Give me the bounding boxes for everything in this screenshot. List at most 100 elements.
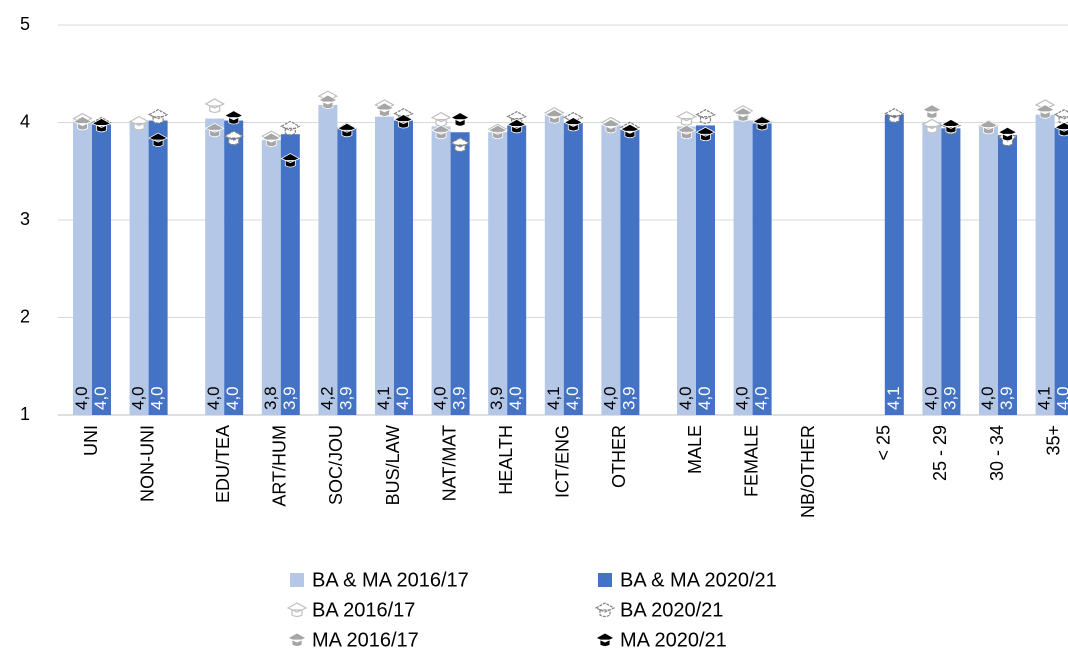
marker xyxy=(676,110,697,126)
bar xyxy=(696,125,715,416)
marker xyxy=(487,124,508,140)
bar xyxy=(620,129,640,415)
x-tick-label: NB/OTHER xyxy=(798,425,818,518)
legend-swatch xyxy=(594,602,616,618)
marker xyxy=(695,108,716,124)
marker xyxy=(72,116,93,131)
value-label: 4,1 xyxy=(884,386,903,410)
legend-swatch xyxy=(286,602,308,618)
bar xyxy=(280,134,300,415)
value-label: 4,0 xyxy=(978,386,997,410)
bar xyxy=(375,116,394,416)
marker xyxy=(91,117,112,133)
value-label: 4,0 xyxy=(506,386,525,410)
marker xyxy=(922,104,942,119)
marker xyxy=(449,137,471,153)
x-tick-label: BUS/LAW xyxy=(383,425,403,505)
bar xyxy=(677,126,696,416)
marker xyxy=(204,122,225,138)
legend-swatch xyxy=(287,632,307,647)
value-label: 4,0 xyxy=(148,386,167,410)
marker xyxy=(921,118,943,134)
marker xyxy=(431,124,451,140)
marker xyxy=(883,108,905,123)
bar xyxy=(507,125,527,416)
bar xyxy=(431,126,451,416)
marker xyxy=(318,94,338,109)
legend-swatch xyxy=(595,632,615,647)
x-tick-label: 30 - 34 xyxy=(987,425,1007,481)
x-tick-label: < 25 xyxy=(874,425,894,461)
marker xyxy=(148,132,168,147)
marker xyxy=(1053,108,1068,124)
y-tick-label: 5 xyxy=(20,14,30,34)
x-tick-label: EDU/TEA xyxy=(213,425,233,503)
y-tick-label: 2 xyxy=(20,306,30,326)
x-tick-label: FEMALE xyxy=(741,425,761,497)
marker xyxy=(1035,104,1055,119)
x-tick-label: 35+ xyxy=(1043,425,1063,456)
bar xyxy=(129,122,149,415)
value-label: 4,0 xyxy=(1054,386,1068,410)
marker xyxy=(544,109,565,124)
marker xyxy=(941,118,961,134)
y-tick-label: 1 xyxy=(20,404,30,424)
marker xyxy=(223,110,244,125)
bar xyxy=(450,132,470,415)
marker xyxy=(1054,121,1068,137)
legend-label: MA 2016/17 xyxy=(312,629,419,651)
marker xyxy=(147,108,169,124)
bar xyxy=(394,120,413,416)
bar xyxy=(563,122,583,415)
value-label: 4,1 xyxy=(544,386,563,410)
bar xyxy=(318,104,338,415)
value-label: 4,0 xyxy=(752,386,771,410)
value-label: 4,0 xyxy=(733,386,752,410)
x-tick-label: SOC/JOU xyxy=(326,425,346,505)
value-label: 4,0 xyxy=(431,386,450,410)
x-tick-label: 25 - 29 xyxy=(930,425,950,481)
legend-swatch xyxy=(598,573,612,587)
marker xyxy=(337,122,357,138)
marker xyxy=(223,130,245,146)
value-label: 4,0 xyxy=(393,386,412,410)
legend-swatch xyxy=(290,573,304,587)
value-label: 4,0 xyxy=(921,386,940,410)
marker xyxy=(279,120,301,136)
marker xyxy=(563,117,584,132)
value-label: 4,1 xyxy=(374,386,393,410)
bar xyxy=(922,122,942,415)
value-label: 4,0 xyxy=(129,386,148,410)
x-tick-label: NON-UNI xyxy=(137,425,157,502)
marker xyxy=(997,126,1018,142)
x-tick-label: ICT/ENG xyxy=(553,425,573,498)
bar xyxy=(884,114,904,415)
bar xyxy=(544,114,564,415)
value-label: 4,0 xyxy=(223,386,242,410)
marker xyxy=(261,132,282,147)
value-label: 4,0 xyxy=(204,386,223,410)
marker xyxy=(620,123,640,139)
marker xyxy=(978,119,999,135)
value-label: 4,0 xyxy=(91,386,110,410)
bar xyxy=(1054,127,1068,415)
marker xyxy=(280,153,301,168)
value-label: 4,0 xyxy=(563,386,582,410)
marker xyxy=(204,98,226,114)
bar xyxy=(733,120,753,416)
value-label: 3,9 xyxy=(619,386,638,410)
bar xyxy=(261,140,281,416)
bar xyxy=(148,120,168,416)
y-tick-label: 4 xyxy=(20,111,30,131)
legend-label: BA & MA 2016/17 xyxy=(312,569,469,591)
bar xyxy=(205,118,225,415)
marker xyxy=(393,114,414,129)
bar xyxy=(73,120,92,416)
value-label: 4,0 xyxy=(695,386,714,410)
bar xyxy=(224,120,244,416)
value-label: 4,0 xyxy=(676,386,695,410)
legend-label: BA 2020/21 xyxy=(620,599,723,621)
value-label: 3,9 xyxy=(997,386,1016,410)
marker xyxy=(733,107,753,122)
value-label: 4,1 xyxy=(1035,386,1054,410)
